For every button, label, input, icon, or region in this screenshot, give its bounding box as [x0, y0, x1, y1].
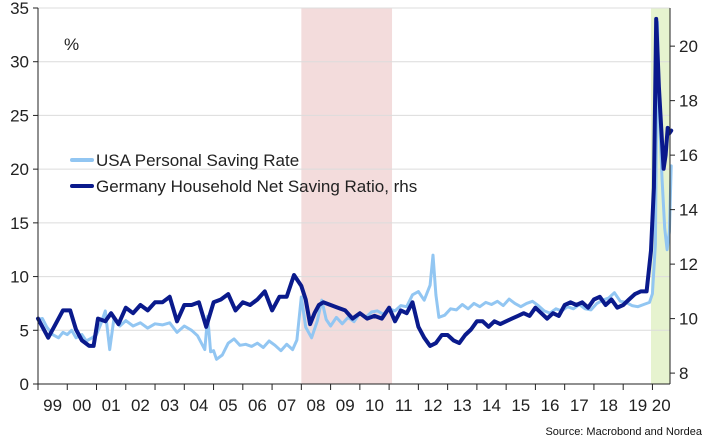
- right-tick-label: 8: [679, 364, 688, 383]
- x-tick-label: 14: [482, 396, 501, 415]
- x-tick-label: 20: [652, 396, 671, 415]
- right-tick-label: 20: [679, 37, 698, 56]
- x-tick-label: 09: [336, 396, 355, 415]
- x-tick-label: 17: [570, 396, 589, 415]
- left-tick-label: 0: [20, 375, 29, 394]
- legend: USA Personal Saving Rate Germany Househo…: [70, 151, 417, 196]
- x-tick-label: 08: [307, 396, 326, 415]
- right-tick-label: 14: [679, 201, 698, 220]
- legend-label-germany: Germany Household Net Saving Ratio, rhs: [96, 177, 417, 196]
- gridlines: [38, 7, 670, 331]
- left-tick-label: 15: [10, 214, 29, 233]
- left-tick-label: 10: [10, 268, 29, 287]
- right-axis-ticks: 8 10 12 14 16 18 20: [670, 37, 698, 383]
- x-tick-label: 16: [541, 396, 560, 415]
- x-tick-label: 02: [131, 396, 150, 415]
- x-tick-label: 19: [628, 396, 647, 415]
- x-tick-label: 10: [365, 396, 384, 415]
- series-line-1: [36, 16, 674, 348]
- left-tick-label: 30: [10, 53, 29, 72]
- right-tick-label: 18: [679, 92, 698, 111]
- x-tick-label: 03: [160, 396, 179, 415]
- x-tick-label: 05: [219, 396, 238, 415]
- x-tick-label: 13: [453, 396, 472, 415]
- x-tick-label: 11: [395, 396, 413, 415]
- left-tick-label: 20: [10, 160, 29, 179]
- series-layer: [36, 16, 674, 361]
- left-tick-label: 35: [10, 0, 29, 18]
- legend-label-usa: USA Personal Saving Rate: [96, 151, 299, 170]
- x-tick-label: 15: [511, 396, 530, 415]
- x-axis-ticks: 99 00 01 02 03 04 05 06 07 08 09 10 11 12 13 14 15 16 17 18…: [37, 384, 671, 415]
- x-tick-label: 99: [43, 396, 62, 415]
- left-tick-label: 5: [20, 321, 29, 340]
- left-axis-ticks: 0 5 10 15 20 25 30 35: [10, 0, 38, 394]
- unit-label: %: [64, 35, 79, 54]
- source-note: Source: Macrobond and Nordea: [545, 426, 702, 438]
- x-tick-label: 18: [599, 396, 618, 415]
- x-tick-label: 07: [277, 396, 296, 415]
- right-tick-label: 12: [679, 255, 698, 274]
- x-tick-label: 06: [248, 396, 267, 415]
- x-tick-label: 04: [189, 396, 208, 415]
- right-tick-label: 16: [679, 146, 698, 165]
- right-tick-label: 10: [679, 310, 698, 329]
- x-tick-label: 00: [72, 396, 91, 415]
- x-tick-label: 12: [424, 396, 443, 415]
- left-tick-label: 25: [10, 106, 29, 125]
- x-tick-label: 01: [102, 396, 121, 415]
- shaded-periods: [301, 8, 670, 384]
